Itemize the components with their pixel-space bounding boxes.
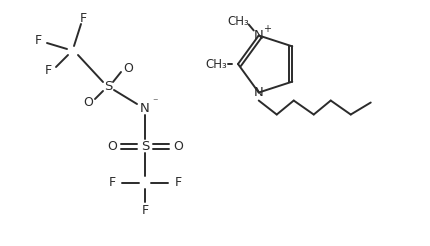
Text: S: S — [141, 139, 149, 153]
Text: N: N — [254, 29, 264, 42]
Text: CH₃: CH₃ — [205, 58, 227, 71]
Text: +: + — [263, 24, 271, 34]
Text: F: F — [44, 64, 52, 77]
Text: ⁻: ⁻ — [152, 97, 158, 107]
Text: O: O — [173, 139, 183, 153]
Text: F: F — [141, 204, 148, 217]
Text: CH₃: CH₃ — [228, 15, 249, 28]
Text: O: O — [83, 96, 93, 109]
Text: F: F — [108, 176, 116, 189]
Text: S: S — [104, 79, 112, 92]
Text: O: O — [123, 62, 133, 75]
Text: F: F — [34, 34, 42, 47]
Text: N: N — [140, 102, 150, 114]
Text: F: F — [175, 176, 181, 189]
Text: N: N — [254, 86, 264, 99]
Text: O: O — [107, 139, 117, 153]
Text: F: F — [80, 12, 86, 25]
